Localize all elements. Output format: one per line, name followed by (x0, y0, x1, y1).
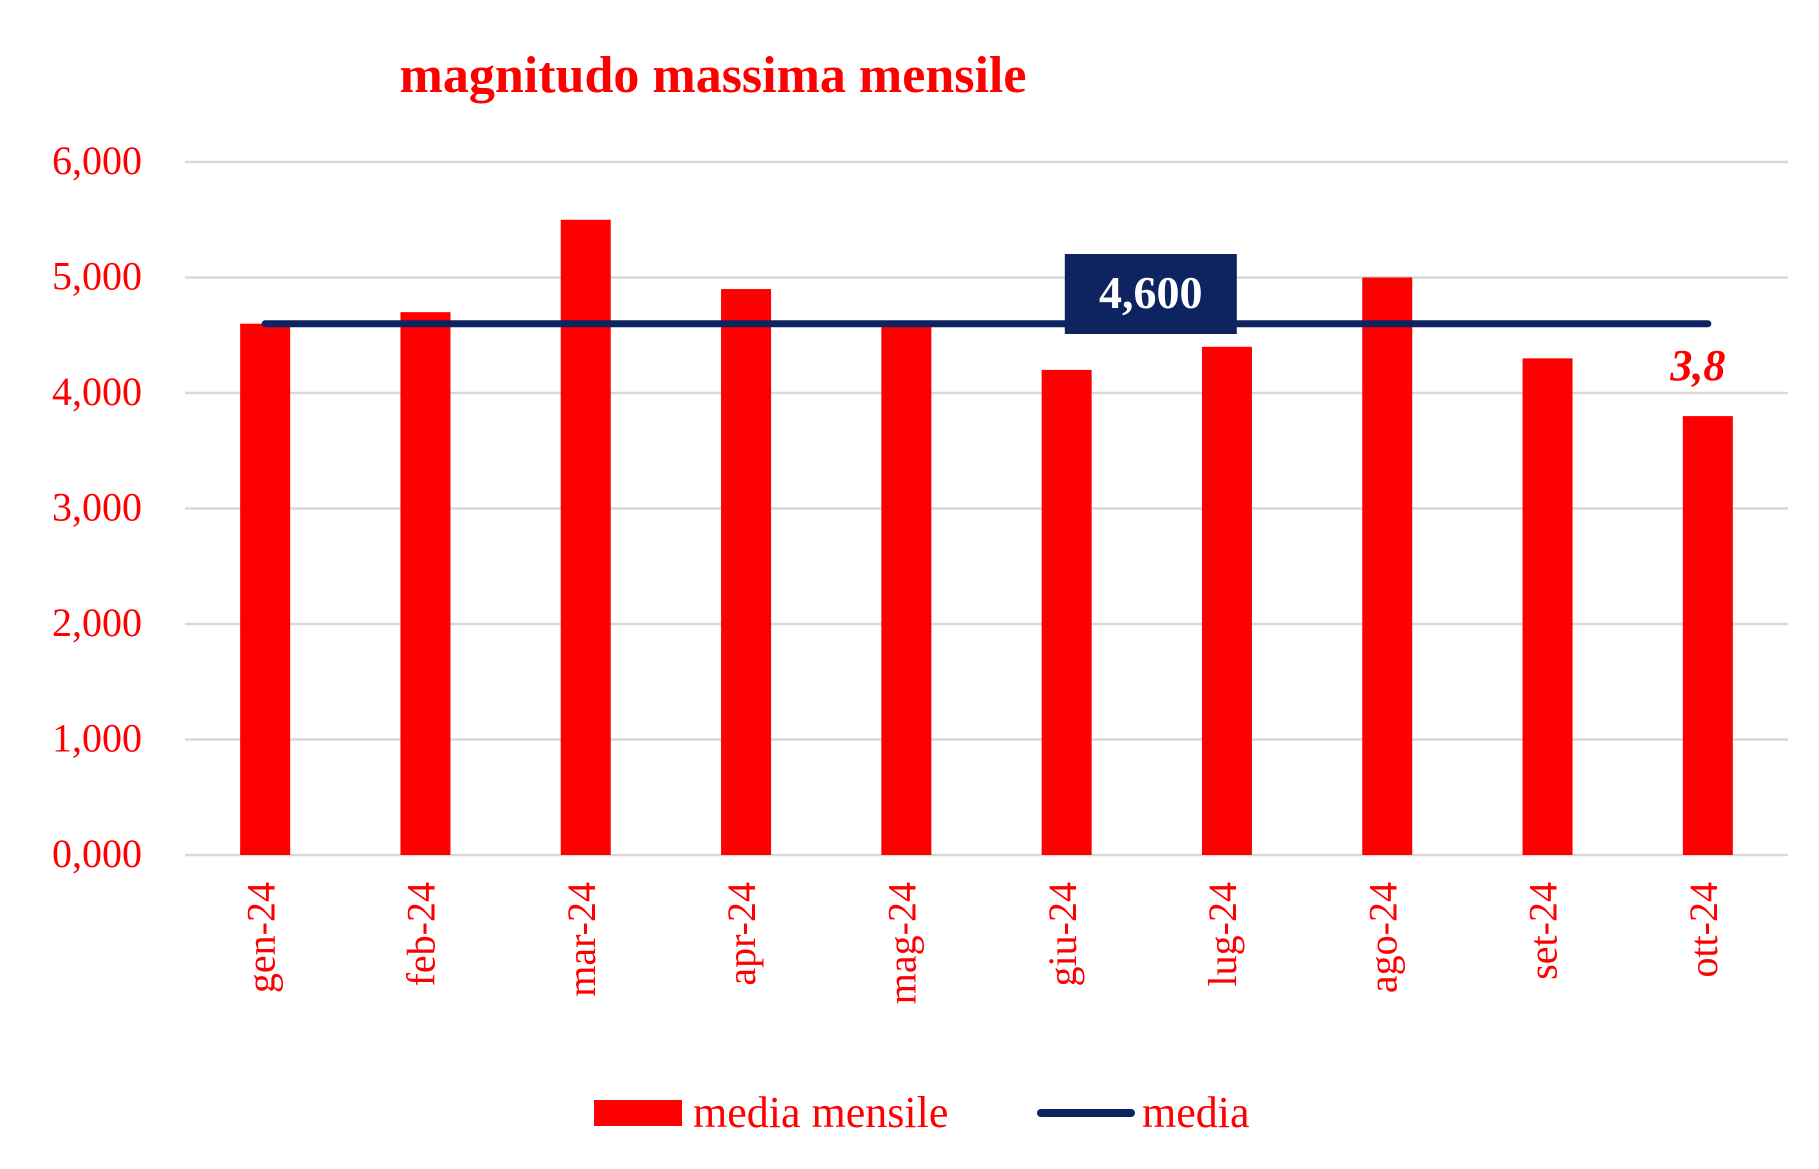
bar (560, 219, 611, 855)
y-tick-label: 4,000 (52, 369, 142, 414)
x-tick-label: mag-24 (880, 882, 925, 1004)
y-tick-label: 1,000 (52, 716, 142, 761)
x-tick-label: set-24 (1521, 882, 1566, 980)
legend-label-bars: media mensile (693, 1088, 948, 1137)
y-tick-label: 3,000 (52, 485, 142, 530)
bar (721, 289, 772, 855)
bar (1362, 277, 1413, 855)
y-tick-label: 5,000 (52, 254, 142, 299)
last-value-label: 3,8 (1669, 341, 1725, 390)
bar (400, 312, 451, 855)
bar (1522, 358, 1573, 855)
x-tick-label: lug-24 (1200, 882, 1245, 986)
x-tick-label: apr-24 (719, 882, 764, 986)
bars (240, 219, 1733, 855)
legend-swatch-bars (594, 1100, 682, 1126)
mean-label: 4,600 (1099, 267, 1203, 318)
x-tick-label: mar-24 (559, 882, 604, 997)
x-axis: gen-24 feb-24 mar-24 apr-24 mag-24 giu-24 lug-… (238, 882, 1726, 1004)
mean-label-box (1064, 254, 1237, 334)
legend-label-line: media (1142, 1088, 1250, 1137)
x-tick-label: feb-24 (399, 882, 444, 986)
bar (240, 323, 291, 855)
gridlines (185, 160, 1788, 857)
y-axis: 0,000 1,000 2,000 3,000 4,000 5,000 6,000 (52, 138, 142, 876)
x-tick-label: gen-24 (238, 882, 283, 993)
legend: media mensile media (594, 1088, 1250, 1137)
bar (1201, 346, 1252, 855)
x-tick-label: ago-24 (1360, 882, 1405, 993)
bar (881, 323, 932, 855)
x-tick-label: giu-24 (1040, 882, 1085, 986)
y-tick-label: 2,000 (52, 600, 142, 645)
x-tick-label: ott-24 (1681, 882, 1726, 978)
y-tick-label: 0,000 (52, 831, 142, 876)
bar (1041, 369, 1092, 855)
y-tick-label: 6,000 (52, 138, 142, 183)
chart-title: magnitudo massima mensile (400, 47, 1027, 104)
annotations: 4,600 3,8 (1064, 254, 1725, 390)
bar (1682, 416, 1733, 855)
